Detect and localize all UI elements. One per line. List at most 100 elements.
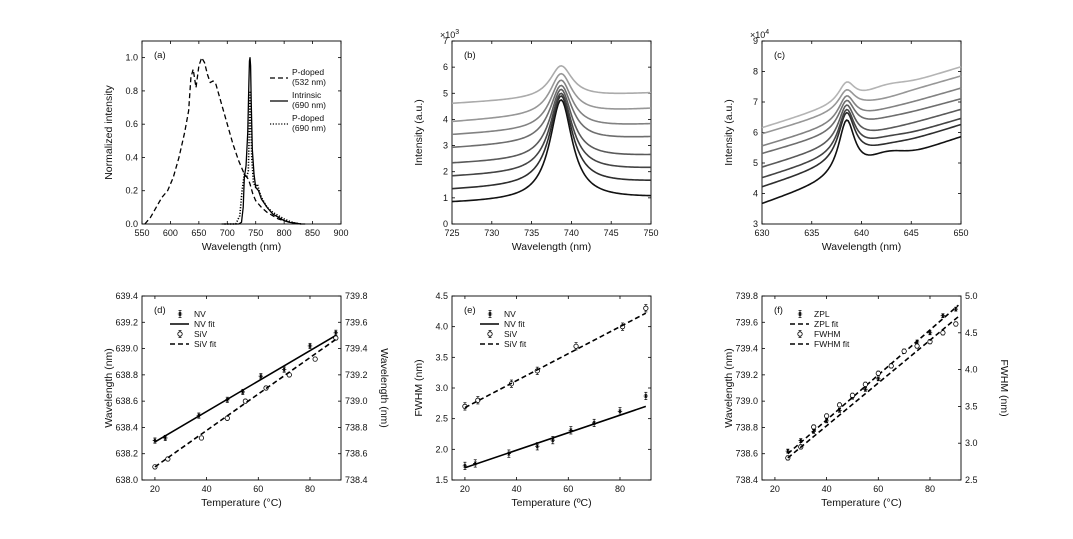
y-tick-label: 638.4 — [115, 422, 138, 432]
x-tick-label: 650 — [191, 228, 206, 238]
x-tick-label: 740 — [564, 228, 579, 238]
panel-d: 20 40 60 80 638.0 638.2 638.4 638.6 638.8 639.0 63… — [103, 291, 390, 509]
circle-marker — [914, 343, 920, 349]
y-tick-label: 638.8 — [115, 370, 138, 380]
y-tick-label: 0.8 — [125, 86, 138, 96]
x-tick-label: 20 — [460, 484, 470, 494]
legend-entry: NV fit — [504, 319, 525, 329]
axes-frame-c — [761, 40, 962, 225]
panel-label: (b) — [464, 50, 476, 61]
y-axis-label: Wavelength (nm) — [723, 348, 735, 428]
legend-entry: ZPL fit — [814, 319, 839, 329]
legend-entry: P-doped — [292, 67, 324, 77]
star-marker — [643, 393, 649, 399]
y-right-axis-label: Wavelength (nm) — [378, 348, 390, 428]
y-tick-label: 6 — [753, 128, 758, 138]
y-axis-label: Intensity (a.u.) — [413, 99, 425, 166]
y-axis-label: Intensity (a.u.) — [723, 99, 735, 166]
circle-marker — [643, 305, 649, 311]
exponent-power: 3 — [455, 29, 459, 36]
series-line-dashed — [144, 56, 307, 225]
panel-a: 550 600 650 700 750 800 850 900 0.0 0.2 0.4 0.6 0.8 1… — [103, 40, 349, 253]
y-right-tick-label: 3.5 — [965, 401, 978, 411]
fit-line-solid — [464, 405, 647, 469]
circle-marker — [862, 381, 868, 387]
x-tick-label: 60 — [253, 484, 263, 494]
x-tick-label: 700 — [220, 228, 235, 238]
y-tick-label: 739.6 — [735, 317, 758, 327]
axes-frame-d — [141, 295, 342, 481]
y-right-tick-label: 4.0 — [965, 365, 978, 375]
circle-marker — [824, 413, 830, 419]
x-tick-label: 640 — [854, 228, 869, 238]
circle-marker — [888, 363, 894, 369]
legend-entry: (690 nm) — [292, 100, 326, 110]
spectrum-curve — [761, 108, 962, 179]
axes-frame-b — [451, 40, 652, 225]
panel-f: 20 40 60 80 738.4 738.6 738.8 739.0 739.2 739.4 73… — [723, 291, 1010, 509]
legend-entry: SiV — [194, 329, 208, 339]
spectrum-curve — [451, 72, 652, 123]
y-right-tick-label: 738.4 — [345, 475, 368, 485]
x-tick-label: 900 — [333, 228, 348, 238]
y-tick-label: 7 — [753, 97, 758, 107]
y-tick-label: 2.5 — [435, 414, 448, 424]
circle-marker — [849, 392, 856, 398]
x-tick-label: 550 — [134, 228, 149, 238]
y-right-tick-label: 5.0 — [965, 291, 978, 301]
y-tick-label: 4.5 — [435, 291, 448, 301]
spectrum-curve — [451, 65, 652, 105]
circle-marker — [573, 343, 579, 349]
circle-marker — [487, 331, 493, 337]
y-tick-label: 0 — [443, 219, 448, 229]
x-tick-label: 750 — [248, 228, 263, 238]
x-tick-label: 630 — [754, 228, 769, 238]
x-axis-label: Wavelength (nm) — [822, 241, 902, 253]
x-tick-label: 750 — [643, 228, 658, 238]
y-tick-label: 738.8 — [735, 422, 758, 432]
panel-c: 630 635 640 645 650 3 4 5 6 7 8 9 Wavelength (nm) Int… — [723, 29, 969, 253]
y-tick-label: 5 — [443, 88, 448, 98]
y-tick-label: 0.2 — [125, 186, 138, 196]
series-line-solid — [221, 56, 302, 225]
x-tick-label: 20 — [770, 484, 780, 494]
spectrum-curve — [761, 66, 962, 129]
circle-marker — [811, 424, 817, 430]
y-right-tick-label: 738.8 — [345, 422, 368, 432]
y-tick-label: 0.6 — [125, 119, 138, 129]
x-tick-label: 745 — [604, 228, 619, 238]
y-tick-label: 739.0 — [735, 396, 758, 406]
y-tick-label: 1.0 — [125, 53, 138, 63]
x-tick-label: 40 — [512, 484, 522, 494]
legend-entry: Intrinsic — [292, 90, 322, 100]
circle-marker — [177, 331, 183, 337]
y-tick-label: 3 — [443, 141, 448, 151]
y-tick-label: 9 — [753, 36, 758, 46]
y-axis-label: Normalized intensity — [103, 84, 115, 179]
star-marker — [797, 311, 803, 317]
y-tick-label: 739.2 — [735, 370, 758, 380]
circle-marker — [198, 435, 205, 441]
spectrum-curve — [761, 87, 962, 147]
legend-entry: FWHM — [814, 329, 840, 339]
circle-marker — [940, 330, 946, 336]
panel-label: (f) — [774, 305, 783, 316]
star-marker — [535, 444, 540, 449]
fit-line-dashed — [154, 338, 337, 468]
spectrum-curve — [761, 119, 962, 205]
star-marker — [617, 409, 623, 414]
spectrum-curve — [761, 111, 962, 188]
x-tick-label: 645 — [904, 228, 919, 238]
x-tick-label: 725 — [444, 228, 459, 238]
circle-marker — [875, 370, 881, 376]
x-tick-label: 80 — [615, 484, 625, 494]
y-tick-label: 0.4 — [125, 152, 138, 162]
x-tick-label: 735 — [524, 228, 539, 238]
fit-line-dashed — [787, 304, 959, 455]
x-tick-label: 40 — [822, 484, 832, 494]
y-tick-label: 2 — [443, 167, 448, 177]
spectrum-curve — [451, 92, 651, 177]
x-tick-label: 635 — [804, 228, 819, 238]
y-axis-label: Wavelength (nm) — [103, 348, 115, 428]
